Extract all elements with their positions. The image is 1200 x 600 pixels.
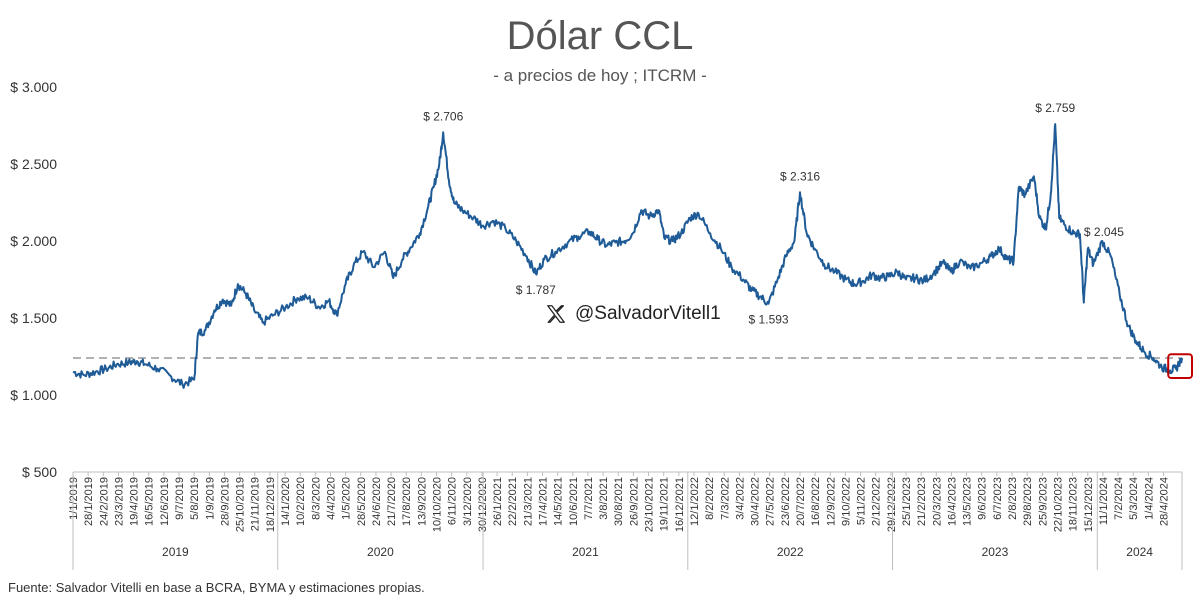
y-tick-label: $ 1.500: [10, 310, 57, 326]
x-tick-label: 21/3/2021: [522, 477, 534, 526]
x-tick-label: 21/7/2020: [386, 477, 398, 526]
year-label: 2023: [982, 545, 1009, 559]
x-tick-label: 3/12/2020: [462, 477, 474, 526]
x-tick-label: 28/1/2019: [83, 477, 95, 526]
y-tick-label: $ 2.500: [10, 156, 57, 172]
chart-subtitle: - a precios de hoy ; ITCRM -: [493, 66, 707, 85]
series-line-dolar-ccl: [72, 123, 1183, 389]
x-tick-label: 11/1/2024: [1098, 477, 1110, 525]
source-note: Fuente: Salvador Vitelli en base a BCRA,…: [8, 580, 425, 595]
x-tick-label: 1/4/2024: [1143, 477, 1155, 520]
x-tick-label: 24/2/2019: [98, 477, 110, 526]
x-tick-label: 7/7/2021: [583, 477, 595, 520]
x-tick-label: 26/1/2021: [492, 477, 504, 526]
x-tick-label: 12/9/2022: [825, 477, 837, 526]
x-tick-label: 14/5/2021: [553, 477, 565, 526]
x-tick-label: 12/1/2022: [689, 477, 701, 526]
x-tick-label: 6/11/2020: [447, 477, 459, 525]
x-tick-label: 18/12/2019: [265, 477, 277, 532]
y-tick-label: $ 3.000: [10, 79, 57, 95]
x-tick-label: 28/9/2019: [219, 477, 231, 526]
x-tick-label: 29/12/2022: [886, 477, 898, 532]
x-tick-label: 10/6/2021: [568, 477, 580, 526]
x-tick-label: 23/6/2022: [780, 477, 792, 526]
x-tick-label: 24/6/2020: [371, 477, 383, 526]
x-tick-label: 8/2/2022: [704, 477, 716, 520]
x-tick-label: 19/4/2019: [129, 477, 141, 526]
watermark-handle: @SalvadorVitell1: [575, 303, 721, 324]
x-tick-label: 5/8/2019: [189, 477, 201, 520]
data-label: $ 2.759: [1035, 101, 1075, 115]
x-tick-label: 23/3/2019: [113, 477, 125, 526]
x-tick-label: 20/3/2023: [931, 477, 943, 526]
data-label: $ 2.045: [1084, 225, 1124, 239]
x-tick-label: 12/6/2019: [159, 477, 171, 526]
year-label: 2022: [777, 545, 804, 559]
chart-title: Dólar CCL: [506, 14, 694, 58]
x-tick-label: 22/10/2023: [1052, 477, 1064, 532]
x-tick-label: 16/5/2019: [144, 477, 156, 526]
x-tick-label: 25/10/2019: [235, 477, 247, 532]
x-tick-label: 23/10/2021: [644, 477, 656, 532]
x-tick-label: 25/1/2023: [901, 477, 913, 526]
x-tick-label: 16/4/2023: [946, 477, 958, 526]
x-tick-label: 5/11/2022: [856, 477, 868, 525]
y-tick-label: $ 2.000: [10, 233, 57, 249]
x-tick-label: 6/7/2023: [992, 477, 1004, 520]
x-tick-label: 21/11/2019: [250, 477, 262, 531]
x-tick-label: 17/8/2020: [401, 477, 413, 526]
x-tick-label: 1/9/2019: [204, 477, 216, 520]
x-tick-label: 28/5/2020: [356, 477, 368, 526]
x-logo-icon: [547, 305, 565, 323]
x-tick-label: 25/9/2023: [1037, 477, 1049, 526]
x-tick-label: 18/11/2023: [1068, 477, 1080, 531]
x-tick-label: 4/4/2020: [325, 477, 337, 520]
year-label: 2021: [572, 545, 599, 559]
data-label: $ 2.316: [780, 169, 820, 183]
x-tick-label: 13/5/2023: [962, 477, 974, 526]
x-tick-label: 2/8/2023: [1007, 477, 1019, 520]
x-tick-label: 21/2/2023: [916, 477, 928, 526]
x-tick-label: 10/10/2020: [431, 477, 443, 532]
x-tick-label: 19/11/2021: [659, 477, 671, 531]
data-label: $ 2.706: [423, 109, 463, 123]
x-tick-label: 16/12/2021: [674, 477, 686, 532]
x-tick-label: 9/10/2022: [840, 477, 852, 526]
x-tick-label: 17/4/2021: [538, 477, 550, 526]
x-tick-label: 16/8/2022: [810, 477, 822, 526]
x-tick-label: 10/2/2020: [295, 477, 307, 526]
x-tick-label: 14/1/2020: [280, 477, 292, 526]
data-label: $ 1.593: [749, 313, 789, 327]
x-tick-label: 22/2/2021: [507, 477, 519, 526]
x-tick-label: 8/3/2020: [310, 477, 322, 520]
year-label: 2020: [367, 545, 394, 559]
x-tick-label: 9/7/2019: [174, 477, 186, 520]
highlight-box: [1167, 353, 1193, 380]
x-tick-label: 5/3/2024: [1128, 477, 1140, 520]
x-tick-label: 3/4/2022: [734, 477, 746, 520]
year-label: 2024: [1126, 545, 1153, 559]
x-tick-label: 20/7/2022: [795, 477, 807, 526]
x-tick-label: 7/2/2024: [1113, 477, 1125, 520]
x-tick-label: 15/12/2023: [1083, 477, 1095, 532]
x-tick-label: 28/4/2024: [1158, 477, 1170, 526]
year-label: 2019: [162, 545, 189, 559]
y-tick-label: $ 500: [22, 464, 57, 480]
watermark: @SalvadorVitell1: [545, 303, 721, 325]
x-tick-label: 30/8/2021: [613, 477, 625, 526]
x-tick-label: 13/9/2020: [416, 477, 428, 526]
y-tick-label: $ 1.000: [10, 387, 57, 403]
x-tick-label: 27/5/2022: [765, 477, 777, 526]
x-tick-label: 26/9/2021: [628, 477, 640, 526]
x-tick-label: 7/3/2022: [719, 477, 731, 520]
x-tick-label: 3/8/2021: [598, 477, 610, 520]
x-tick-label: 9/6/2023: [977, 477, 989, 520]
x-tick-label: 2/12/2022: [871, 477, 883, 526]
x-tick-label: 30/4/2022: [750, 477, 762, 526]
x-tick-label: 1/5/2020: [341, 477, 353, 520]
x-tick-label: 1/1/2019: [68, 477, 80, 520]
x-tick-label: 29/8/2023: [1022, 477, 1034, 526]
data-label: $ 1.787: [516, 283, 556, 297]
